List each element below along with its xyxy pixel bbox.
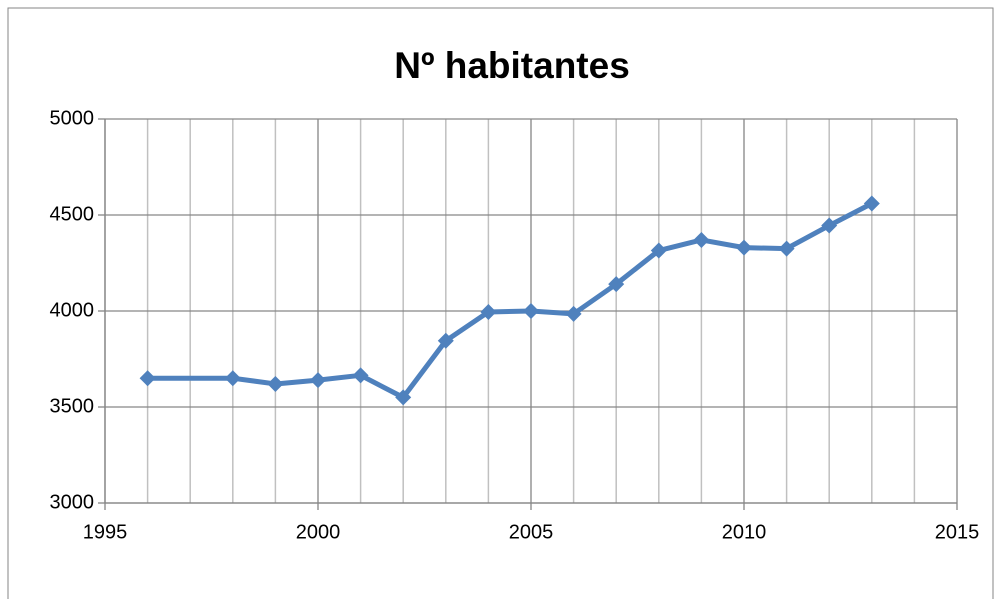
point-marker (352, 367, 369, 384)
point-marker (650, 242, 667, 259)
x-tick-label: 2010 (722, 521, 767, 543)
point-marker (139, 370, 156, 387)
point-marker (224, 370, 241, 387)
y-tick-label: 4000 (50, 299, 95, 321)
y-tick-label: 5000 (50, 107, 95, 129)
point-marker (395, 389, 412, 406)
x-tick-label: 2005 (509, 521, 554, 543)
point-marker (608, 276, 625, 293)
point-marker (565, 305, 582, 322)
y-tick-label: 4500 (50, 203, 95, 225)
point-marker (310, 372, 326, 389)
chart-border (7, 7, 994, 599)
point-marker (736, 239, 752, 256)
point-marker (523, 303, 539, 319)
point-marker (267, 375, 284, 392)
point-marker (437, 332, 454, 349)
x-tick-label: 2015 (935, 521, 980, 543)
chart-title: Nº habitantes (394, 45, 630, 86)
x-tick-label: 1995 (83, 521, 128, 543)
x-tick-label: 2000 (296, 521, 341, 543)
point-marker (480, 303, 497, 320)
y-tick-label: 3500 (50, 395, 95, 417)
point-marker (863, 195, 880, 212)
point-marker (821, 217, 838, 234)
point-marker (778, 240, 795, 257)
y-tick-label: 3000 (50, 491, 95, 513)
point-marker (693, 231, 710, 248)
